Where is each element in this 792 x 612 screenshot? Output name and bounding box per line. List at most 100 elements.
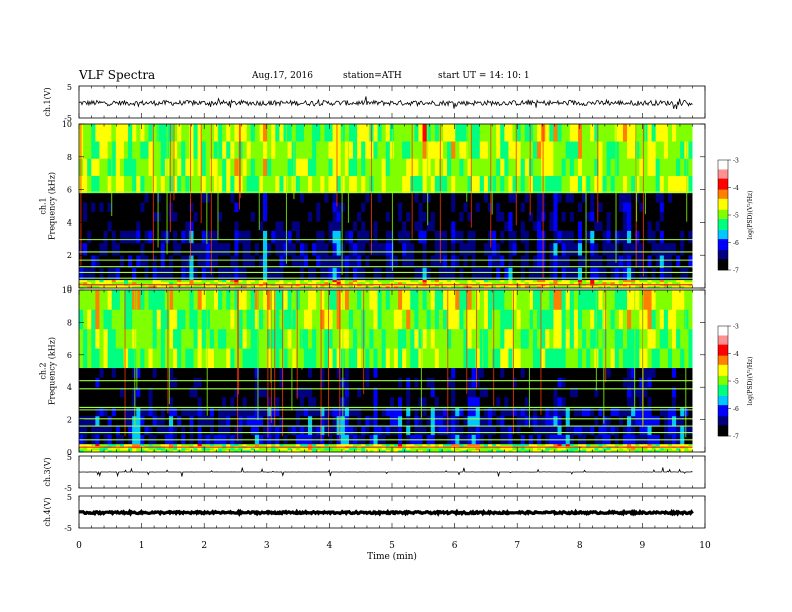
spectrogram-cell <box>222 443 227 447</box>
spectrogram-cell <box>487 211 493 222</box>
spectrogram-cell <box>569 124 575 142</box>
spectrogram-cell <box>492 348 497 369</box>
spectrogram-cell <box>504 396 509 407</box>
spectrogram-cell <box>398 242 403 256</box>
spectrogram-cell <box>549 425 554 435</box>
spectrogram-cell <box>189 328 194 349</box>
spectrogram-cell <box>295 242 301 256</box>
spectrogram-cell <box>471 443 477 447</box>
spectrogram-cell <box>667 281 673 285</box>
spectrogram-cell <box>651 267 657 281</box>
spectrogram-cell <box>275 290 280 310</box>
spectrogram-cell <box>524 221 530 231</box>
spectrogram-cell <box>226 175 231 194</box>
spectrogram-cell <box>549 290 554 310</box>
spectrogram-cell <box>582 158 587 176</box>
spectrogram-cell <box>455 141 460 159</box>
spectrogram-cell <box>160 290 166 310</box>
spectrogram-cell <box>659 377 665 388</box>
spectrogram-cell <box>631 279 636 283</box>
spectrogram-cell <box>434 141 440 159</box>
spectrogram-cell <box>504 281 509 285</box>
spectrogram-cell <box>177 279 182 283</box>
spectrogram-cell <box>152 124 158 142</box>
spectrogram-cell <box>496 175 501 194</box>
spectrogram-cell <box>680 124 685 142</box>
spectrogram-cell <box>193 449 199 453</box>
spectrogram-cell <box>537 221 542 231</box>
spectrogram-cell <box>451 124 456 142</box>
spectrogram-cell <box>320 449 325 453</box>
spectrogram-cell <box>291 406 297 417</box>
spectrogram-cell <box>614 328 620 349</box>
spectrogram-cell <box>577 230 583 244</box>
spectrogram-cell <box>115 387 121 398</box>
spectrogram-cell <box>107 377 113 388</box>
spectrogram-cell <box>573 202 579 213</box>
spectrogram-cell <box>201 211 207 222</box>
spectrogram-cell <box>561 415 567 426</box>
spectrogram-cell <box>508 175 513 194</box>
spectrogram-cell <box>447 367 452 378</box>
spectrogram-cell <box>344 202 350 213</box>
spectrogram-cell <box>438 124 444 142</box>
spectrogram-cell <box>659 415 665 426</box>
spectrogram-cell <box>676 242 681 256</box>
spectrogram-cell <box>451 175 456 194</box>
spectrogram-cell <box>651 425 657 435</box>
spectrogram-cell <box>492 255 497 268</box>
spectrogram-cell <box>459 175 464 194</box>
spectrogram-cell <box>537 242 542 256</box>
spectrogram-cell <box>402 348 407 369</box>
spectrogram-cell <box>107 406 113 417</box>
spectrogram-cell <box>295 211 301 222</box>
spectrogram-cell <box>115 279 121 283</box>
spectrogram-cell <box>631 202 636 213</box>
spectrogram-cell <box>426 348 432 369</box>
spectrogram-cell <box>279 124 284 142</box>
spectrogram-cell <box>99 281 104 285</box>
spectrogram-cell <box>573 221 579 231</box>
spectrogram-cell <box>381 202 387 213</box>
spectrogram-cell <box>565 124 571 142</box>
spectrogram-cell <box>418 255 423 268</box>
spectrogram-cell <box>443 447 448 451</box>
spectrogram-cell <box>545 230 550 244</box>
spectrogram-cell <box>475 279 481 283</box>
spectrogram-cell <box>136 124 141 142</box>
spectrogram-cell <box>639 192 644 203</box>
spectrogram-cell <box>119 290 125 310</box>
spectrogram-cell <box>418 221 423 231</box>
spectrogram-cell <box>618 449 624 453</box>
spectrogram-cell <box>373 211 378 222</box>
spectrogram-cell <box>557 221 562 231</box>
spectrogram-cell <box>128 175 133 194</box>
spectrogram-cell <box>655 396 661 407</box>
spectrogram-cell <box>295 387 301 398</box>
spectrogram-cell <box>128 192 133 203</box>
spectrogram-cell <box>561 425 567 435</box>
spectrogram-cell <box>312 279 317 283</box>
spectrogram-cell <box>434 221 440 231</box>
spectrogram-cell <box>385 290 391 310</box>
spectrogram-cell <box>524 406 530 417</box>
spectrogram-cell <box>627 211 632 222</box>
spectrogram-cell <box>177 348 182 369</box>
spectrogram-cell <box>647 230 652 244</box>
spectrogram-cell <box>602 290 607 310</box>
spectrogram-cell <box>582 242 587 256</box>
spectrogram-cell <box>377 396 383 407</box>
spectrogram-cell <box>357 192 362 203</box>
spectrogram-cell <box>475 221 481 231</box>
spectrogram-cell <box>467 449 473 453</box>
spectrogram-cell <box>160 328 166 349</box>
spectrogram-cell <box>381 425 387 435</box>
spectrogram-cell <box>512 348 518 369</box>
spectrogram-cell <box>189 443 194 447</box>
spectrogram-cell <box>189 447 194 451</box>
spectrogram-cell <box>348 281 354 285</box>
spectrogram-cell <box>91 290 96 310</box>
spectrogram-cell <box>655 348 661 369</box>
spectrogram-cell <box>258 281 264 285</box>
spectrogram-cell <box>663 449 669 453</box>
